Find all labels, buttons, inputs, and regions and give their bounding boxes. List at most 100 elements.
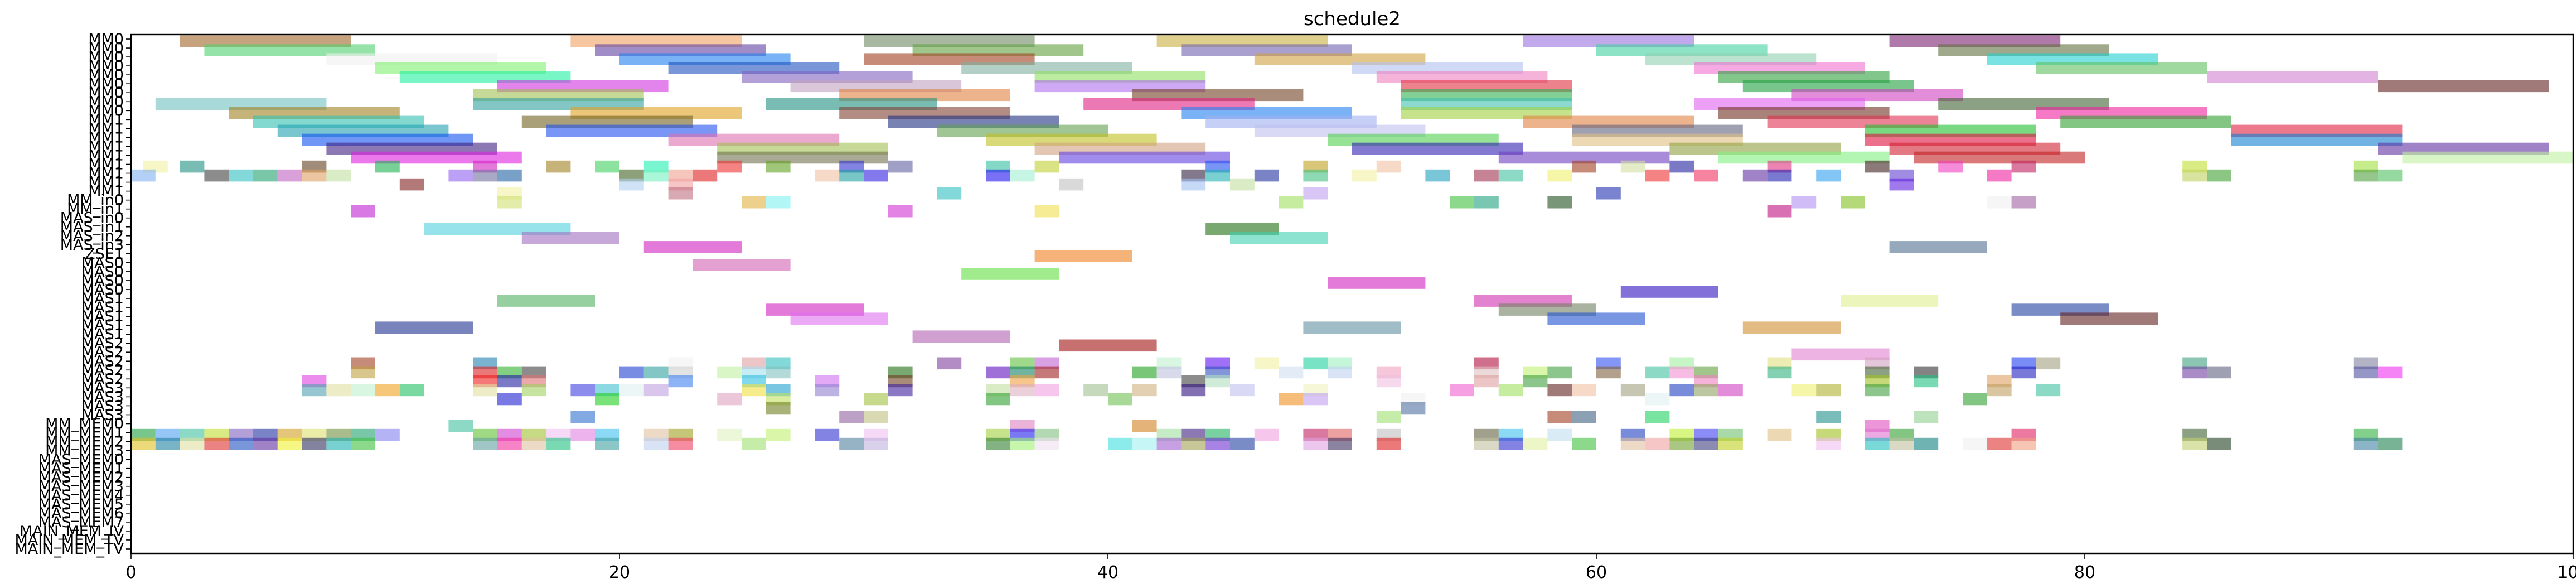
task-bar-418	[1156, 437, 1182, 450]
task-bar-413	[986, 437, 1010, 450]
task-bar-400	[302, 437, 327, 450]
task-bar-433	[1718, 437, 1743, 450]
task-bar-442	[2207, 437, 2231, 450]
task-bar-421	[1230, 437, 1255, 450]
task-bar-144	[1645, 169, 1670, 182]
task-bar-257	[1767, 366, 1792, 379]
task-bar-101	[888, 160, 913, 173]
task-bar-406	[546, 437, 571, 450]
task-bar-123	[448, 169, 473, 182]
y-tick-label: MM0	[88, 49, 124, 66]
task-bar-185	[1230, 232, 1328, 244]
y-axis-ticks: MM0MM0MM0MM0MM0MM0MM0MM0MM0MM1MM1MM1MM1M…	[14, 31, 131, 558]
task-bar-408	[643, 437, 669, 450]
task-bar-293	[643, 384, 669, 397]
y-tick-label: MM_MEM0	[45, 416, 124, 433]
task-bar-127	[643, 169, 669, 182]
task-bar-255	[1669, 366, 1694, 379]
task-bar-131	[839, 169, 864, 182]
task-bar-133	[986, 169, 1010, 182]
task-bar-146	[1742, 169, 1768, 182]
task-bar-177	[2011, 196, 2036, 209]
task-bar-161	[1889, 178, 1914, 191]
task-bar-98	[717, 160, 742, 173]
task-bar-324	[986, 393, 1010, 406]
x-tick-label: 40	[1097, 563, 1118, 582]
task-bar-329	[1645, 393, 1670, 406]
task-bar-119	[253, 169, 278, 182]
task-bar-195	[1841, 295, 1939, 307]
task-bar-120	[277, 169, 302, 182]
task-bar-203	[1303, 321, 1401, 334]
task-bar-301	[1083, 384, 1108, 397]
y-tick-label: MAS0	[81, 281, 124, 298]
task-bar-299	[1010, 384, 1035, 397]
task-bar-395	[180, 437, 205, 450]
y-tick-label: MAS0	[81, 272, 124, 290]
y-tick-label: MAS2	[81, 335, 124, 352]
y-tick-label: MM1	[88, 129, 124, 146]
y-tick-label: MM0	[88, 31, 124, 48]
y-tick-label: MAS3	[81, 379, 124, 397]
task-bar-166	[1596, 187, 1621, 200]
task-bar-93	[375, 160, 400, 173]
task-bar-283	[302, 384, 327, 397]
task-bar-186	[643, 241, 742, 253]
y-tick-label: MM1	[88, 183, 124, 200]
task-bar-429	[1620, 437, 1645, 450]
task-bar-254	[1645, 366, 1670, 379]
task-bar-199	[790, 312, 888, 325]
task-bar-176	[1987, 196, 2012, 209]
task-bar-147	[1767, 169, 1792, 182]
task-bar-326	[1279, 393, 1304, 406]
task-bar-398	[253, 437, 278, 450]
task-bar-252	[1547, 366, 1572, 379]
task-bar-95	[546, 160, 571, 173]
task-bar-313	[1718, 384, 1743, 397]
task-bar-29	[2207, 71, 2378, 83]
task-bar-332	[1401, 402, 1426, 415]
task-bar-178	[351, 205, 375, 218]
task-bar-404	[497, 437, 522, 450]
task-bar-130	[815, 169, 840, 182]
task-bar-244	[1132, 366, 1157, 379]
task-bar-132	[864, 169, 888, 182]
task-bar-247	[1279, 366, 1304, 379]
task-bar-294	[742, 384, 766, 397]
task-bar-331	[766, 402, 791, 415]
y-tick-label: MM0	[88, 84, 124, 102]
task-bar-402	[351, 437, 375, 450]
y-tick-label: MAS0	[81, 254, 124, 272]
task-bar-116	[131, 169, 156, 182]
task-bar-316	[1865, 384, 1890, 397]
task-bar-290	[570, 384, 595, 397]
task-bar-145	[1694, 169, 1718, 182]
task-bar-263	[2353, 366, 2378, 379]
task-bar-337	[1547, 411, 1572, 423]
task-bar-234	[619, 366, 644, 379]
task-bar-264	[2378, 366, 2403, 379]
task-bar-428	[1572, 437, 1596, 450]
y-tick-label: MAS1	[81, 299, 124, 316]
y-tick-label: MAS1	[81, 317, 124, 334]
task-bar-96	[595, 160, 619, 173]
y-tick-label: ZSE1	[85, 245, 124, 263]
task-bar-137	[1254, 169, 1279, 182]
task-bar-205	[912, 330, 1010, 343]
y-tick-label: MAS_MEM7	[38, 514, 124, 531]
task-bar-109	[1669, 160, 1694, 173]
task-bar-241	[986, 366, 1010, 379]
task-bar-356	[375, 428, 400, 441]
task-bar-106	[1376, 160, 1401, 173]
task-bar-307	[1498, 384, 1523, 397]
task-bar-419	[1181, 437, 1206, 450]
y-tick-label: MM0	[88, 57, 124, 75]
x-tick-label: 60	[1586, 563, 1607, 582]
task-bar-427	[1523, 437, 1548, 450]
task-bar-424	[1376, 437, 1401, 450]
task-bar-423	[1328, 437, 1352, 450]
task-bar-310	[1620, 384, 1645, 397]
task-bar-330	[1963, 393, 1987, 406]
task-bar-129	[693, 169, 718, 182]
task-bar-375	[1254, 428, 1279, 441]
